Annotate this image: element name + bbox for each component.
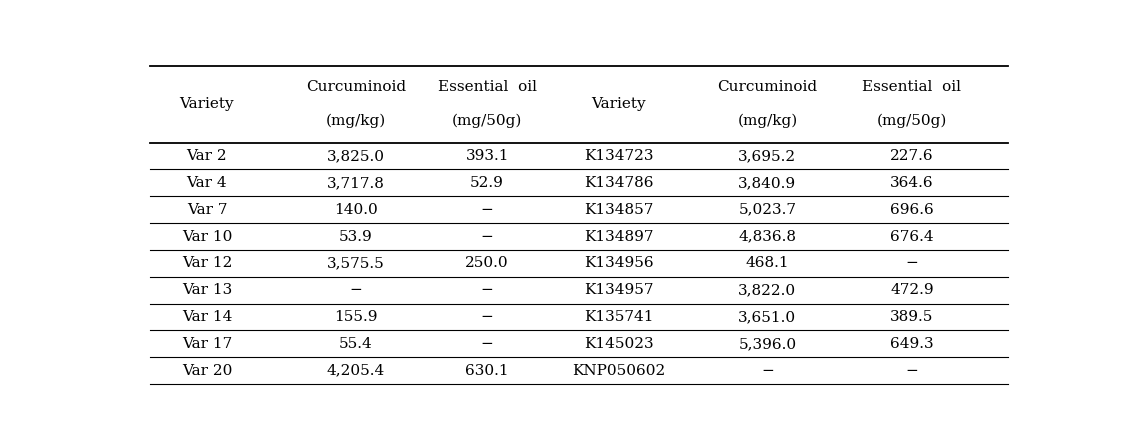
Text: Curcuminoid: Curcuminoid: [718, 80, 817, 94]
Text: K145023: K145023: [584, 337, 653, 351]
Text: Var 4: Var 4: [186, 176, 227, 190]
Text: −: −: [760, 364, 774, 378]
Text: (mg/kg): (mg/kg): [737, 114, 798, 128]
Text: 364.6: 364.6: [890, 176, 933, 190]
Text: 5,023.7: 5,023.7: [738, 203, 797, 217]
Text: 393.1: 393.1: [466, 149, 509, 163]
Text: −: −: [480, 310, 494, 324]
Text: KNP050602: KNP050602: [572, 364, 666, 378]
Text: 676.4: 676.4: [890, 230, 933, 244]
Text: K134956: K134956: [584, 256, 653, 270]
Text: 3,822.0: 3,822.0: [738, 283, 797, 297]
Text: 468.1: 468.1: [746, 256, 789, 270]
Text: (mg/50g): (mg/50g): [452, 114, 522, 128]
Text: 52.9: 52.9: [470, 176, 504, 190]
Text: 389.5: 389.5: [890, 310, 933, 324]
Text: −: −: [480, 203, 494, 217]
Text: (mg/kg): (mg/kg): [325, 114, 386, 128]
Text: (mg/50g): (mg/50g): [877, 114, 947, 128]
Text: K134857: K134857: [584, 203, 653, 217]
Text: 53.9: 53.9: [339, 230, 373, 244]
Text: K135741: K135741: [584, 310, 653, 324]
Text: 250.0: 250.0: [466, 256, 509, 270]
Text: K134897: K134897: [584, 230, 653, 244]
Text: 5,396.0: 5,396.0: [738, 337, 797, 351]
Text: 3,695.2: 3,695.2: [738, 149, 797, 163]
Text: 3,575.5: 3,575.5: [327, 256, 384, 270]
Text: −: −: [480, 337, 494, 351]
Text: −: −: [905, 364, 919, 378]
Text: 4,836.8: 4,836.8: [738, 230, 797, 244]
Text: 3,825.0: 3,825.0: [327, 149, 385, 163]
Text: Var 10: Var 10: [182, 230, 232, 244]
Text: Var 2: Var 2: [186, 149, 227, 163]
Text: Variety: Variety: [180, 97, 234, 111]
Text: Essential  oil: Essential oil: [437, 80, 537, 94]
Text: −: −: [349, 283, 363, 297]
Text: 472.9: 472.9: [890, 283, 933, 297]
Text: 630.1: 630.1: [466, 364, 509, 378]
Text: 3,651.0: 3,651.0: [738, 310, 797, 324]
Text: Var 17: Var 17: [182, 337, 232, 351]
Text: 649.3: 649.3: [890, 337, 933, 351]
Text: K134723: K134723: [584, 149, 653, 163]
Text: Var 20: Var 20: [182, 364, 232, 378]
Text: −: −: [480, 230, 494, 244]
Text: 3,717.8: 3,717.8: [327, 176, 384, 190]
Text: 155.9: 155.9: [334, 310, 377, 324]
Text: Curcuminoid: Curcuminoid: [306, 80, 406, 94]
Text: K134786: K134786: [584, 176, 653, 190]
Text: 4,205.4: 4,205.4: [327, 364, 385, 378]
Text: −: −: [480, 283, 494, 297]
Text: Var 12: Var 12: [182, 256, 232, 270]
Text: −: −: [905, 256, 919, 270]
Text: Var 13: Var 13: [182, 283, 232, 297]
Text: 3,840.9: 3,840.9: [738, 176, 797, 190]
Text: Variety: Variety: [591, 97, 646, 111]
Text: Essential  oil: Essential oil: [862, 80, 962, 94]
Text: Var 14: Var 14: [182, 310, 232, 324]
Text: Var 7: Var 7: [186, 203, 227, 217]
Text: 227.6: 227.6: [890, 149, 933, 163]
Text: 696.6: 696.6: [890, 203, 933, 217]
Text: K134957: K134957: [584, 283, 653, 297]
Text: 55.4: 55.4: [339, 337, 373, 351]
Text: 140.0: 140.0: [334, 203, 377, 217]
